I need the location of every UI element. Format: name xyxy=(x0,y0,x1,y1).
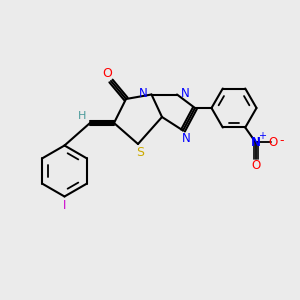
Text: I: I xyxy=(63,199,66,212)
Text: O: O xyxy=(268,136,278,149)
Text: -: - xyxy=(280,134,284,147)
Text: N: N xyxy=(139,86,148,100)
Text: S: S xyxy=(136,146,144,159)
Text: N: N xyxy=(251,136,261,149)
Text: N: N xyxy=(181,86,190,100)
Text: N: N xyxy=(182,131,190,145)
Text: +: + xyxy=(258,131,266,141)
Text: O: O xyxy=(103,67,112,80)
Text: H: H xyxy=(78,111,87,122)
Text: O: O xyxy=(251,159,260,172)
